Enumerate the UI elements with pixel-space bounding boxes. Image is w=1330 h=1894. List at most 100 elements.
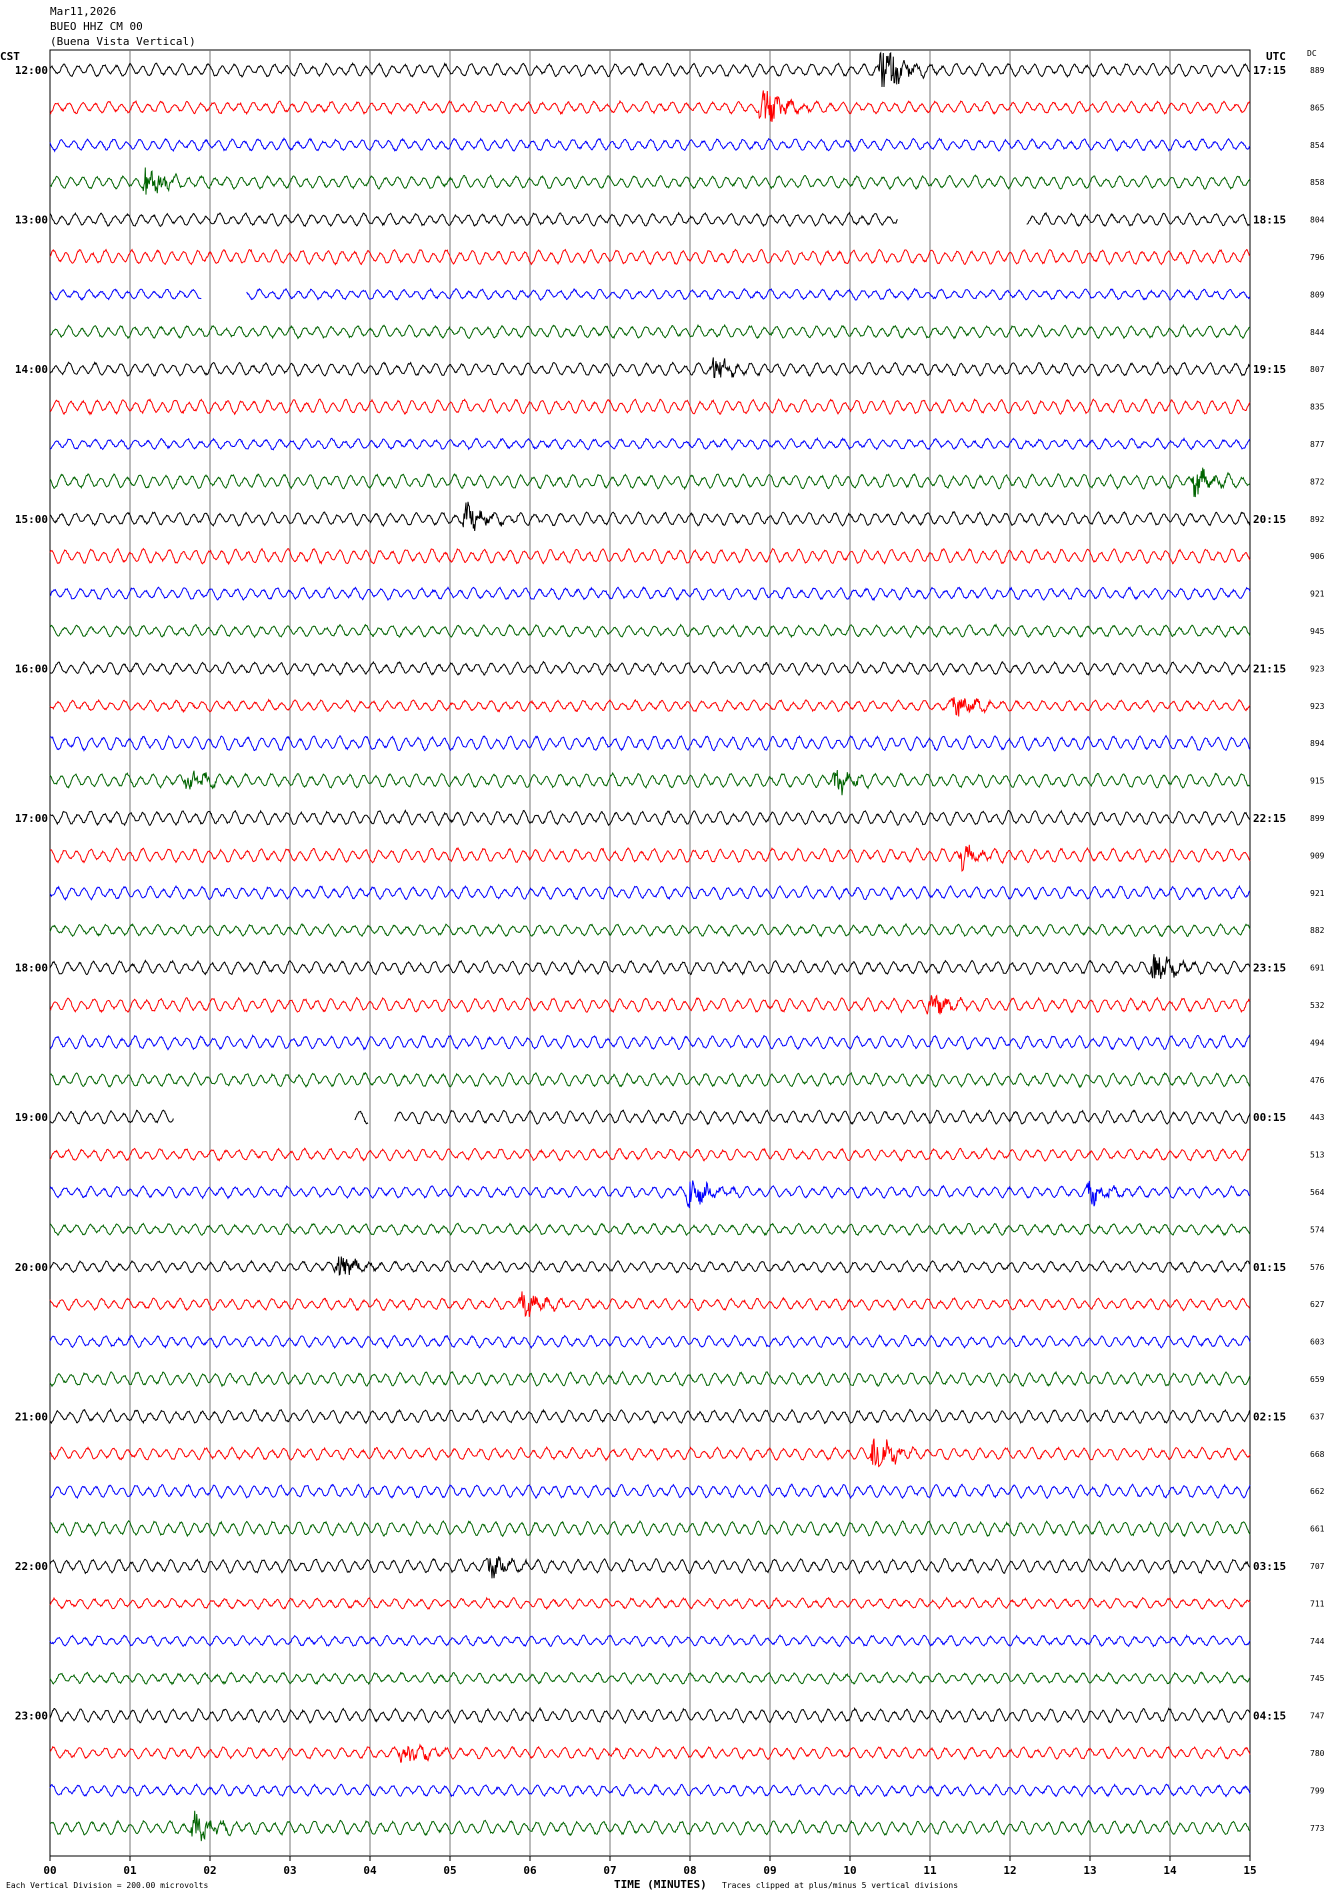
dc-offset-label: 773 <box>1310 1824 1325 1833</box>
dc-offset-label: 915 <box>1310 777 1325 786</box>
x-tick-label: 07 <box>603 1864 616 1877</box>
right-axis-title: UTC <box>1266 50 1286 63</box>
dc-offset-label: 804 <box>1310 216 1325 225</box>
seismic-trace <box>49 1034 1251 1051</box>
dc-offset-label: 532 <box>1310 1001 1325 1010</box>
seismic-trace <box>49 1438 1251 1468</box>
seismic-trace <box>49 1519 1251 1538</box>
dc-offset-label: 892 <box>1310 515 1325 524</box>
dc-offset-label: 603 <box>1310 1338 1325 1347</box>
x-tick-label: 01 <box>123 1864 137 1877</box>
seismic-trace <box>49 660 1251 677</box>
seismic-trace <box>49 1783 1251 1798</box>
dc-offset-label: 882 <box>1310 926 1325 935</box>
cst-hour-label: 12:00 <box>15 64 48 77</box>
seismic-trace <box>49 1071 1251 1089</box>
seismic-trace <box>49 287 1251 302</box>
dc-offset-label: 476 <box>1310 1076 1325 1085</box>
seismic-trace <box>49 1810 1251 1842</box>
x-tick-label: 14 <box>1163 1864 1177 1877</box>
seismic-trace <box>49 1222 1251 1237</box>
seismic-trace <box>49 248 1251 266</box>
dc-offset-label: 564 <box>1310 1188 1325 1197</box>
utc-hour-label: 03:15 <box>1253 1560 1286 1573</box>
utc-hour-label: 22:15 <box>1253 812 1286 825</box>
dc-offset-label: 844 <box>1310 328 1325 337</box>
dc-offset-label: 854 <box>1310 141 1325 150</box>
seismic-trace <box>49 884 1251 901</box>
seismic-trace <box>49 1556 1251 1579</box>
dc-offset-label: 494 <box>1310 1038 1325 1047</box>
seismic-trace <box>49 734 1251 752</box>
seismic-trace <box>49 1109 1251 1126</box>
utc-hour-label: 23:15 <box>1253 962 1286 975</box>
seismic-trace <box>49 953 1251 980</box>
seismic-trace <box>49 501 1251 531</box>
seismic-trace <box>49 1671 1250 1686</box>
dc-offset-label: 443 <box>1310 1113 1325 1122</box>
dc-offset-label: 835 <box>1310 403 1325 412</box>
dc-offset-label: 744 <box>1310 1637 1325 1646</box>
dc-offset-label: 574 <box>1310 1225 1325 1234</box>
seismic-trace <box>49 1147 1251 1163</box>
seismic-trace <box>49 211 1251 228</box>
dc-offset-label: 747 <box>1310 1712 1325 1721</box>
dc-offset-label: 745 <box>1310 1674 1325 1683</box>
seismic-trace <box>49 137 1251 153</box>
seismic-trace <box>49 436 1251 451</box>
dc-offset-label: 691 <box>1310 964 1325 973</box>
dc-offset-label: 796 <box>1310 253 1325 262</box>
dc-offset-label: 858 <box>1310 178 1325 187</box>
utc-hour-labels: 17:15 18:15 19:15 20:15 21:15 22:15 23:15 00:15… <box>1253 64 1286 1723</box>
dc-offset-label: 576 <box>1310 1263 1325 1272</box>
seismic-trace <box>49 586 1251 602</box>
dc-offset-label: 513 <box>1310 1151 1325 1160</box>
dc-offset-label: 661 <box>1310 1525 1325 1534</box>
x-tick-label: 05 <box>443 1864 456 1877</box>
utc-hour-label: 21:15 <box>1253 662 1286 675</box>
seismic-trace <box>49 1483 1251 1500</box>
dc-offset-label: 877 <box>1310 440 1325 449</box>
utc-hour-label: 20:15 <box>1253 513 1286 526</box>
seismic-trace <box>49 922 1251 938</box>
clip-note: Traces clipped at plus/minus 5 vertical … <box>722 1881 958 1890</box>
location-label: (Buena Vista Vertical) <box>50 35 196 48</box>
dc-offset-label: 945 <box>1310 627 1325 636</box>
dc-offset-label: 889 <box>1310 66 1325 75</box>
dc-offset-label: 780 <box>1310 1749 1325 1758</box>
seismic-trace <box>49 1370 1251 1388</box>
seismic-trace <box>49 1634 1251 1648</box>
utc-hour-label: 19:15 <box>1253 363 1286 376</box>
cst-hour-label: 20:00 <box>15 1261 48 1274</box>
x-tick-label: 02 <box>203 1864 216 1877</box>
seismic-trace <box>49 547 1251 566</box>
dc-offset-label: 921 <box>1310 889 1325 898</box>
dc-offset-label: 899 <box>1310 814 1325 823</box>
seismic-trace <box>49 1596 1251 1611</box>
seismic-trace <box>49 1706 1251 1725</box>
seismic-trace <box>49 1334 1251 1349</box>
seismic-trace <box>49 1180 1251 1209</box>
x-tick-label: 12 <box>1003 1864 1016 1877</box>
dc-offset-label: 707 <box>1310 1562 1325 1571</box>
utc-hour-label: 02:15 <box>1253 1410 1286 1423</box>
dc-offset-label: 807 <box>1310 365 1325 374</box>
seismic-trace <box>49 398 1251 416</box>
dc-offset-label: 909 <box>1310 851 1325 860</box>
cst-hour-label: 16:00 <box>15 662 48 675</box>
x-tick-label: 13 <box>1083 1864 1096 1877</box>
left-axis-title: CST <box>0 50 20 63</box>
dc-offset-label: 627 <box>1310 1300 1325 1309</box>
seismic-trace <box>49 697 1251 717</box>
x-tick-label: 08 <box>683 1864 696 1877</box>
x-tick-label: 00 <box>43 1864 56 1877</box>
x-axis-label: TIME (MINUTES) <box>614 1878 707 1891</box>
utc-hour-label: 00:15 <box>1253 1111 1286 1124</box>
seismic-trace <box>49 167 1251 195</box>
scale-note: Each Vertical Division = 200.00 microvol… <box>6 1881 208 1890</box>
dc-offset-labels: 889 865 854 858 804 796 809 844 807 835 877 872 892 9… <box>1310 66 1325 1833</box>
dc-offset-label: 921 <box>1310 590 1325 599</box>
seismic-trace <box>49 357 1251 379</box>
dc-offset-label: 659 <box>1310 1375 1325 1384</box>
x-tick-label: 03 <box>283 1864 296 1877</box>
